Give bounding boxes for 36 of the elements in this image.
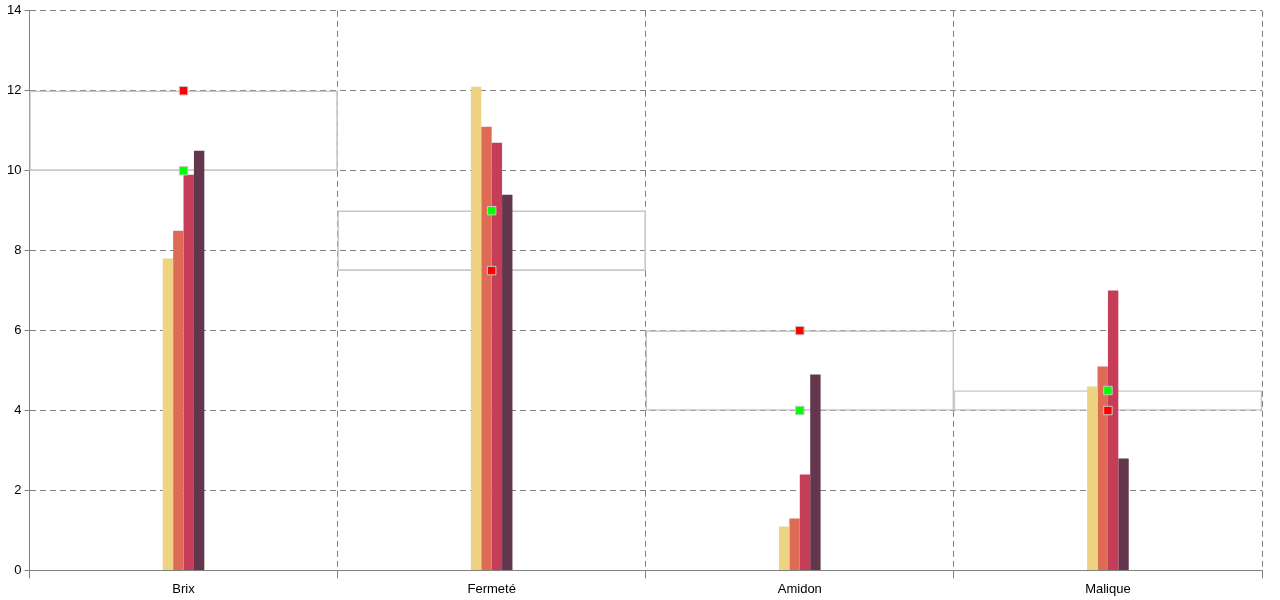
bar [470,86,482,570]
bar [502,194,513,570]
point [1103,405,1113,416]
point [178,165,189,176]
bar [779,526,790,570]
point [486,205,497,216]
point [795,325,805,336]
x-tick-label: Malique [1085,580,1131,596]
x-tick-label: Fermeté [467,580,516,596]
x-tick-label: Brix [172,580,196,596]
y-tick-label: 0 [14,561,22,577]
bar [491,142,503,570]
y-tick-label: 6 [14,322,22,338]
y-tick-label: 2 [14,482,22,498]
y-tick-label: 4 [14,402,22,418]
bar [789,518,800,570]
bar [810,374,821,570]
point [486,265,497,276]
y-tick-label: 14 [6,2,22,18]
x-tick-label: Amidon [777,580,822,596]
bar [193,150,205,570]
bar [1097,366,1108,570]
y-tick-label: 8 [14,242,22,258]
point [178,86,189,96]
bar [1087,386,1098,570]
bar [1107,290,1119,570]
bar [1118,458,1129,570]
bar [799,474,811,570]
bar [173,230,184,570]
bar [162,258,174,570]
y-tick-label: 12 [6,82,22,98]
bar [183,174,194,570]
bar [481,126,492,570]
y-tick-label: 10 [6,162,22,178]
point [795,405,805,416]
point [1103,385,1113,396]
